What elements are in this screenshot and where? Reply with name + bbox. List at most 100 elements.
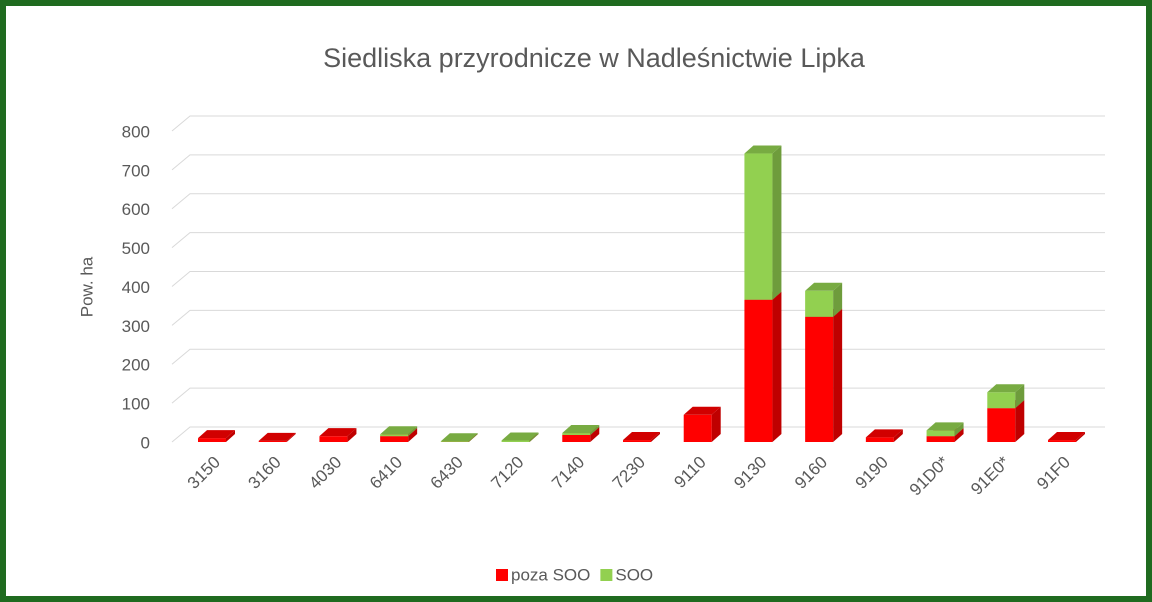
bar-side (1076, 432, 1085, 442)
bar-side (954, 422, 964, 437)
bar-front (501, 440, 530, 442)
y-tick-label: 800 (122, 122, 150, 141)
bar-side (347, 428, 357, 442)
bar-top (258, 432, 296, 441)
y-tick-label: 200 (122, 356, 150, 375)
bar-top (805, 282, 843, 291)
bar-top (319, 428, 357, 437)
bar-segment (744, 145, 782, 300)
bar-front (258, 440, 287, 442)
chart-title: Siedliska przyrodnicze w Nadleśnictwie L… (323, 43, 866, 73)
bar-front (987, 408, 1016, 442)
y-tick-label: 600 (122, 200, 150, 219)
bar-side (893, 429, 903, 442)
grid-line (171, 154, 1105, 171)
bar-front (440, 441, 469, 442)
y-tick-label: 100 (122, 395, 150, 414)
bar-segment (805, 308, 843, 442)
bar-side (651, 432, 660, 442)
legend-label: poza SOO (511, 565, 590, 584)
bar-front (562, 433, 591, 436)
bar-side (408, 428, 418, 442)
bar-side (954, 428, 964, 442)
y-tick-label: 400 (122, 278, 150, 297)
bar-segment (380, 426, 418, 437)
bar-front (744, 153, 773, 300)
bar-top (1048, 432, 1085, 441)
bar-top (198, 430, 235, 439)
bar-front (805, 290, 834, 317)
bar-top (987, 384, 1025, 393)
bar-side (833, 308, 843, 442)
legend-swatch (600, 569, 613, 581)
bar-segment (1048, 432, 1085, 442)
bar-segment (683, 406, 721, 442)
bar-side (408, 426, 418, 437)
bar-front (1048, 440, 1076, 442)
bar-side (772, 291, 782, 442)
y-axis-label: Pow. ha (77, 256, 96, 317)
bar-side (1015, 384, 1025, 409)
bar-segment (319, 428, 357, 442)
bar-front (926, 430, 955, 437)
bar-segment (562, 425, 600, 436)
bar-top (562, 425, 600, 434)
bar-front (926, 436, 955, 442)
bar-top (623, 432, 660, 441)
bar-front (380, 434, 409, 437)
legend-label: SOO (615, 565, 653, 584)
bar-top (683, 406, 721, 415)
bar-segment (198, 430, 235, 442)
bar-top (501, 432, 539, 441)
bar-front (744, 299, 773, 442)
y-tick-label: 500 (122, 239, 150, 258)
grid-line (171, 232, 1105, 249)
bar-front (380, 436, 409, 442)
bar-segment (865, 429, 903, 442)
bar-front (987, 392, 1016, 409)
y-tick-label: 700 (122, 161, 150, 180)
bar-segment (501, 432, 539, 442)
bar-side (772, 145, 782, 300)
bar-top (744, 145, 782, 154)
grid-line (171, 309, 1105, 326)
bar-top (926, 422, 964, 431)
grid-line (171, 348, 1105, 365)
bar-segment (258, 432, 296, 442)
bar-side (833, 282, 843, 317)
bar-segment (987, 384, 1025, 409)
bar-front (623, 440, 651, 442)
y-tick-label: 0 (141, 433, 150, 452)
bar-segment (440, 433, 478, 442)
y-tick-label: 300 (122, 317, 150, 336)
bar-top (865, 429, 903, 438)
bar-top (440, 433, 478, 442)
bar-side (226, 430, 235, 442)
grid-line (171, 271, 1105, 287)
grid-line (171, 115, 1105, 132)
bar-segment (805, 282, 843, 317)
legend-swatch (496, 569, 508, 581)
bar-front (865, 437, 894, 442)
bar-side (711, 406, 721, 442)
bar-side (286, 432, 296, 442)
bar-front (805, 316, 834, 442)
grid-line (171, 426, 1105, 443)
bar-side (590, 427, 600, 442)
bar-side (468, 433, 478, 442)
bar-front (319, 436, 348, 442)
bar-front (562, 435, 591, 442)
bar-segment (744, 291, 782, 442)
bar-side (529, 432, 539, 442)
bar-front (198, 438, 226, 442)
bar-front (683, 414, 712, 442)
bar-segment (926, 422, 964, 437)
bar-side (590, 425, 600, 436)
bar-segment (623, 432, 660, 442)
bar-top (380, 426, 418, 435)
grid-line (171, 387, 1105, 404)
bar-side (1015, 400, 1025, 442)
grid-line (171, 193, 1105, 210)
